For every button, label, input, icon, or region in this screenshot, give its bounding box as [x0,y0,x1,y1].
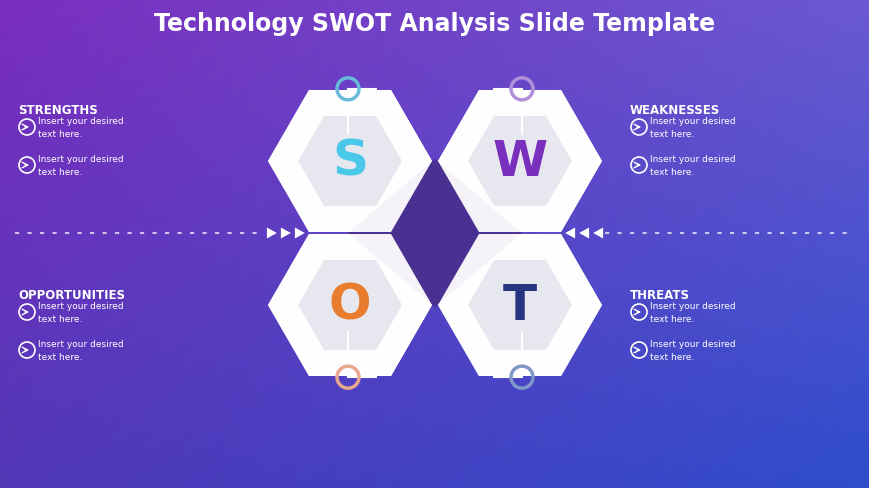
Text: T: T [502,282,536,329]
Text: Insert your desired
text here.: Insert your desired text here. [38,340,123,361]
Text: Insert your desired
text here.: Insert your desired text here. [38,155,123,176]
Text: Insert your desired
text here.: Insert your desired text here. [649,117,735,139]
Polygon shape [295,228,304,239]
Polygon shape [437,235,601,376]
Polygon shape [579,228,588,239]
Polygon shape [298,117,401,206]
Text: S: S [332,138,368,185]
Polygon shape [268,91,432,233]
Polygon shape [437,235,601,376]
Text: WEAKNESSES: WEAKNESSES [629,104,720,117]
Polygon shape [268,91,432,233]
Text: Insert your desired
text here.: Insert your desired text here. [649,155,735,176]
Text: O: O [328,282,371,329]
Polygon shape [468,117,571,206]
Text: OPPORTUNITIES: OPPORTUNITIES [18,288,125,302]
Polygon shape [268,235,432,376]
Polygon shape [298,261,401,350]
Text: W: W [492,138,547,185]
Text: THREATS: THREATS [629,288,689,302]
Text: Insert your desired
text here.: Insert your desired text here. [649,302,735,323]
Polygon shape [267,228,276,239]
Text: STRENGTHS: STRENGTHS [18,104,97,117]
Text: Insert your desired
text here.: Insert your desired text here. [38,117,123,139]
Polygon shape [565,228,574,239]
Polygon shape [281,228,290,239]
Text: Insert your desired
text here.: Insert your desired text here. [38,302,123,323]
Polygon shape [268,235,432,376]
Text: Technology SWOT Analysis Slide Template: Technology SWOT Analysis Slide Template [155,12,714,36]
Polygon shape [437,91,601,233]
Text: Insert your desired
text here.: Insert your desired text here. [649,340,735,361]
Polygon shape [468,261,571,350]
Polygon shape [593,228,602,239]
Polygon shape [348,160,521,307]
Polygon shape [437,91,601,233]
